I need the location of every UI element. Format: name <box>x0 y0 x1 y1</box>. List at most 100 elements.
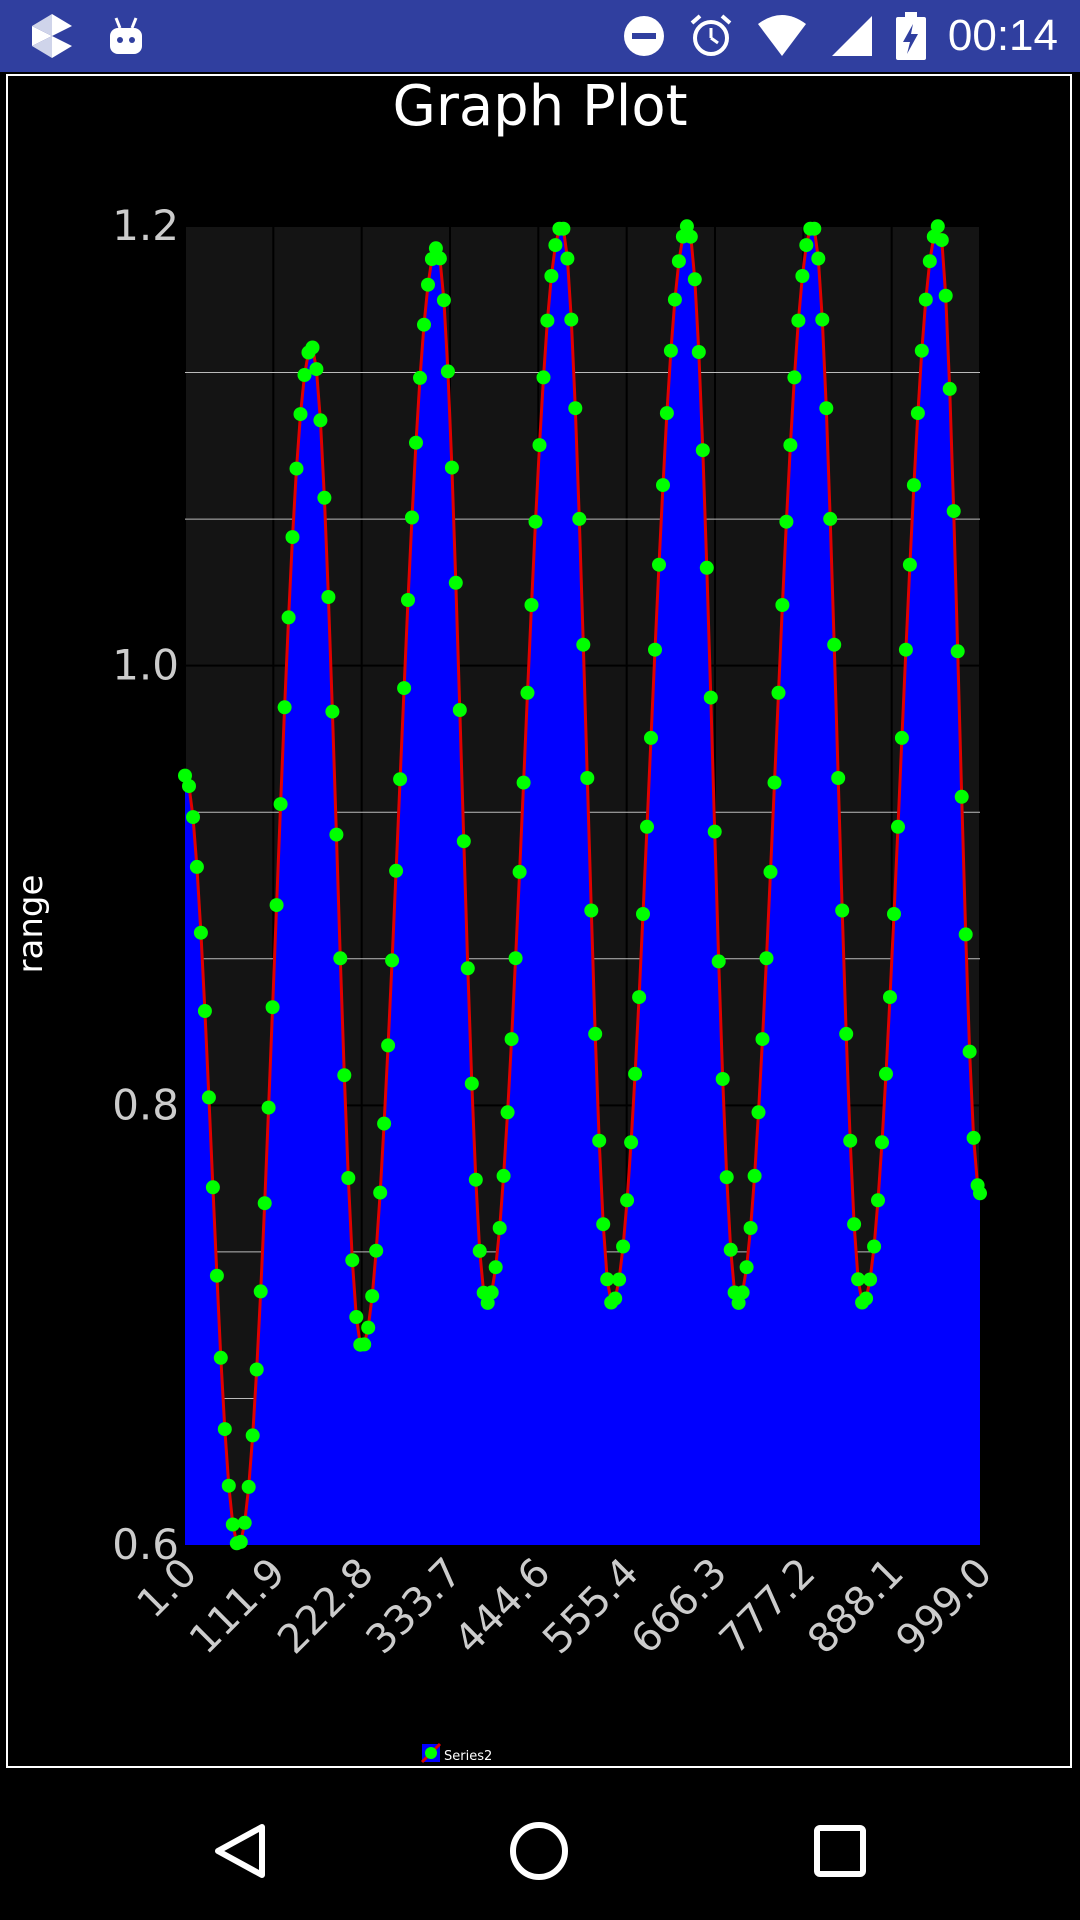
data-point <box>544 269 559 283</box>
data-point <box>369 1243 384 1258</box>
data-point <box>548 238 563 253</box>
home-icon <box>510 1822 568 1880</box>
data-point <box>253 1284 268 1299</box>
data-point <box>608 1291 623 1306</box>
data-point <box>827 637 842 652</box>
data-point <box>695 443 710 458</box>
data-point <box>313 413 328 428</box>
data-point <box>261 1100 276 1115</box>
data-point <box>863 1272 878 1287</box>
chart-title: Graph Plot <box>392 74 687 139</box>
data-point <box>249 1362 264 1377</box>
data-point <box>532 438 547 453</box>
series-area <box>185 226 980 1545</box>
data-point <box>309 362 324 377</box>
data-point <box>225 1517 240 1532</box>
data-point <box>616 1239 631 1254</box>
data-point <box>973 1186 987 1201</box>
data-point <box>775 598 790 612</box>
data-point <box>795 269 810 283</box>
data-point <box>799 238 814 253</box>
data-point <box>413 370 427 385</box>
back-button[interactable] <box>205 1816 275 1886</box>
data-point <box>417 317 431 332</box>
y-tick-label: 0.8 <box>112 1080 179 1129</box>
data-point <box>894 730 909 745</box>
data-point <box>484 1285 499 1300</box>
x-tick-label: 999.0 <box>888 1550 1002 1664</box>
data-point <box>636 907 650 921</box>
recents-button[interactable] <box>805 1816 875 1886</box>
data-point <box>317 490 332 505</box>
data-point <box>683 229 698 244</box>
data-point <box>954 789 969 804</box>
data-point <box>245 1428 260 1443</box>
data-point <box>783 438 798 453</box>
data-point <box>512 864 527 879</box>
data-point <box>914 343 929 358</box>
data-point <box>656 478 670 493</box>
data-point <box>241 1479 256 1494</box>
y-tick-label: 0.6 <box>112 1520 179 1569</box>
data-point <box>747 1168 762 1183</box>
data-point <box>867 1239 882 1254</box>
data-point <box>938 288 953 303</box>
data-point <box>345 1253 360 1268</box>
data-point <box>930 219 945 234</box>
data-point <box>902 557 917 572</box>
signal-icon <box>830 14 874 58</box>
data-point <box>305 340 320 355</box>
x-tick-label: 444.6 <box>446 1550 560 1664</box>
data-point <box>504 1032 519 1047</box>
data-point <box>942 381 957 396</box>
data-point <box>600 1272 615 1287</box>
data-point <box>213 1350 228 1365</box>
data-point <box>787 370 802 385</box>
data-point <box>922 254 937 269</box>
data-point <box>771 685 786 700</box>
data-point <box>444 460 459 475</box>
data-point <box>759 951 774 966</box>
data-point <box>624 1135 639 1150</box>
data-point <box>361 1320 376 1335</box>
clock: 00:14 <box>947 11 1058 60</box>
data-point <box>377 1116 392 1131</box>
data-point <box>652 557 666 572</box>
data-point <box>871 1193 885 1208</box>
data-point <box>966 1130 981 1145</box>
recents-icon <box>814 1825 866 1877</box>
data-point <box>536 370 551 385</box>
data-point <box>401 593 415 607</box>
data-point <box>409 435 423 450</box>
data-point <box>671 254 686 269</box>
data-point <box>739 1260 754 1275</box>
data-point <box>337 1068 352 1083</box>
data-point <box>596 1217 611 1232</box>
data-point <box>488 1260 503 1275</box>
data-point <box>393 772 408 787</box>
data-point <box>950 644 965 659</box>
data-point <box>540 313 555 328</box>
data-point <box>711 954 726 969</box>
data-point <box>843 1133 858 1148</box>
data-point <box>500 1105 515 1120</box>
home-button[interactable] <box>504 1816 574 1886</box>
data-point <box>432 251 447 266</box>
do-not-disturb-icon <box>622 14 666 58</box>
data-point <box>564 312 579 327</box>
data-point <box>906 478 921 493</box>
legend-label: Series2 <box>444 1749 492 1764</box>
data-point <box>887 907 901 921</box>
data-point <box>851 1272 866 1287</box>
data-point <box>735 1285 750 1300</box>
data-point <box>556 221 571 236</box>
data-point <box>233 1534 248 1549</box>
data-point <box>460 961 475 976</box>
data-point <box>859 1291 874 1306</box>
x-tick-label: 777.2 <box>711 1550 825 1664</box>
data-point <box>811 251 826 266</box>
x-tick-label: 666.3 <box>623 1550 737 1664</box>
data-point <box>421 277 435 292</box>
data-point <box>205 1180 220 1195</box>
data-point <box>289 461 304 476</box>
